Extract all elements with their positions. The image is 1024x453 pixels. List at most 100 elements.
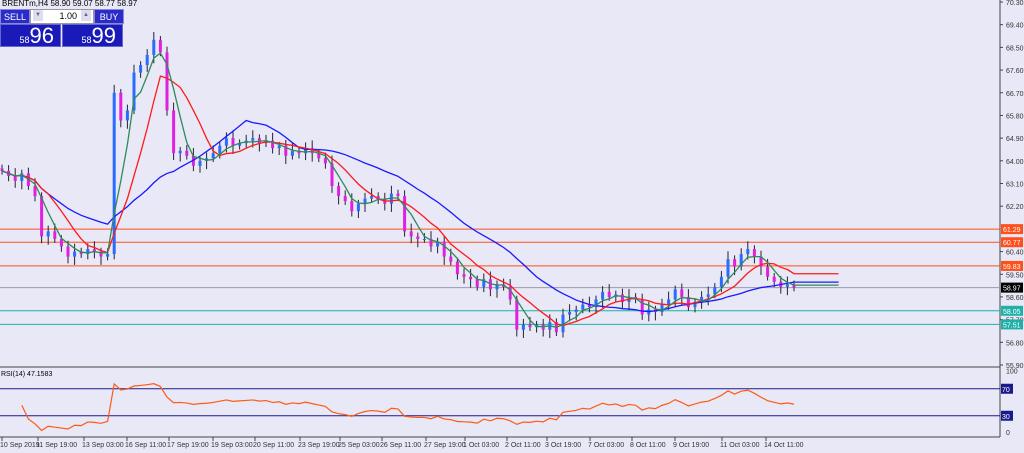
- candle-body: [746, 249, 750, 255]
- candle-body: [449, 256, 453, 262]
- candle-body: [766, 266, 770, 277]
- candle-body: [680, 289, 684, 297]
- candle-body: [231, 138, 235, 146]
- time-tick-label: 3 Oct 19:00: [545, 442, 581, 449]
- candle-body: [224, 138, 228, 146]
- candle-body: [759, 256, 763, 267]
- ask-price-big: 99: [91, 23, 116, 48]
- level-price-label: 58.97: [1003, 286, 1021, 293]
- buy-button[interactable]: BUY: [94, 9, 124, 24]
- candle-body: [574, 309, 578, 313]
- candle-body: [442, 241, 446, 257]
- candle-body: [139, 65, 143, 73]
- candle-body: [66, 246, 70, 257]
- candle-body: [673, 289, 677, 300]
- level-price-label: 61.29: [1003, 227, 1021, 234]
- candle-body: [640, 299, 644, 315]
- candle-body: [594, 299, 598, 308]
- ask-price[interactable]: 5899: [62, 24, 123, 47]
- level-price-label: 60.77: [1003, 240, 1021, 247]
- candle-body: [667, 299, 671, 305]
- level-price-tag: [1001, 282, 1023, 293]
- candle-body: [20, 173, 24, 181]
- price-tick-label: 62.20: [1006, 204, 1024, 211]
- candle-body: [581, 304, 585, 310]
- candle-body: [528, 324, 532, 328]
- candle-body: [46, 231, 50, 237]
- level-price-tag: [1001, 305, 1023, 316]
- price-tick-label: 67.60: [1006, 68, 1024, 75]
- rsi-level-tag: [1001, 410, 1013, 421]
- time-tick-label: 13 Sep 03:00: [82, 442, 124, 449]
- candle-body: [706, 294, 710, 297]
- candle-body: [40, 196, 44, 237]
- candle-body: [125, 110, 129, 121]
- candle-body: [508, 286, 512, 300]
- candle-body: [601, 291, 605, 300]
- lot-size-input[interactable]: 1.00: [30, 9, 94, 24]
- candle-body: [132, 72, 136, 111]
- candle-body: [686, 296, 690, 308]
- time-tick-label: 20 Sep 11:00: [253, 442, 294, 449]
- rsi-level-tag: [1001, 383, 1013, 394]
- candle-body: [13, 175, 17, 181]
- level-price-tag: [1001, 224, 1023, 235]
- candle-body: [713, 286, 717, 295]
- candle-body: [561, 314, 565, 333]
- bid-price[interactable]: 5896: [0, 24, 61, 47]
- candle-body: [515, 299, 519, 330]
- candle-body: [218, 145, 222, 154]
- ma-fast-line: [1, 52, 839, 328]
- time-tick-label: 11 Sep 19:00: [36, 442, 77, 449]
- price-tick-label: 60.40: [1006, 250, 1024, 257]
- price-tick-label: 69.40: [1006, 23, 1024, 30]
- candle-body: [700, 296, 704, 302]
- price-tick-label: 55.90: [1006, 363, 1024, 370]
- candle-body: [356, 203, 360, 212]
- candle-body: [693, 301, 697, 308]
- candle-body: [86, 249, 90, 255]
- sell-button[interactable]: SELL: [0, 9, 30, 24]
- rsi-line: [21, 382, 795, 432]
- rsi-axis-label: 0: [1006, 430, 1010, 437]
- candle-body: [370, 196, 374, 199]
- lot-increase-button[interactable]: ▲: [81, 10, 91, 21]
- candle-body: [323, 158, 327, 164]
- candle-body: [304, 148, 308, 154]
- lot-decrease-button[interactable]: ▼: [33, 10, 43, 21]
- level-price-tag: [1001, 260, 1023, 271]
- candle-body: [607, 291, 611, 297]
- candle-body: [59, 238, 63, 247]
- candle-body: [436, 241, 440, 247]
- candle-body: [185, 150, 189, 156]
- price-tick-label: 65.80: [1006, 113, 1024, 120]
- time-tick-label: 26 Sep 11:00: [380, 442, 421, 449]
- candle-body: [752, 249, 756, 257]
- candle-body: [620, 294, 624, 302]
- level-price-tag: [1001, 319, 1023, 330]
- time-tick-label: 23 Sep 19:00: [298, 442, 340, 449]
- candle-body: [178, 150, 182, 154]
- candle-body: [99, 251, 103, 257]
- candle-body: [198, 160, 202, 166]
- candle-body: [119, 92, 123, 121]
- candle-body: [772, 276, 776, 282]
- candle-body: [73, 251, 77, 257]
- time-tick-label: 17 Sep 19:00: [167, 442, 209, 449]
- time-tick-label: 25 Sep 03:00: [338, 442, 380, 449]
- candle-body: [429, 238, 433, 247]
- candle-body: [350, 201, 354, 212]
- candle-body: [660, 304, 664, 313]
- candle-body: [277, 145, 281, 149]
- candle-body: [0, 168, 4, 171]
- rsi-axis-label: 70: [1002, 387, 1010, 394]
- level-price-tag: [1001, 237, 1023, 248]
- price-tick-label: 64.90: [1006, 136, 1024, 143]
- price-tick-label: 70.30: [1006, 0, 1024, 7]
- candle-body: [403, 196, 407, 232]
- candle-body: [33, 186, 37, 197]
- price-tick-label: 68.50: [1006, 45, 1024, 52]
- time-tick-label: 19 Sep 03:00: [211, 442, 253, 449]
- price-tick-label: 58.60: [1006, 295, 1024, 302]
